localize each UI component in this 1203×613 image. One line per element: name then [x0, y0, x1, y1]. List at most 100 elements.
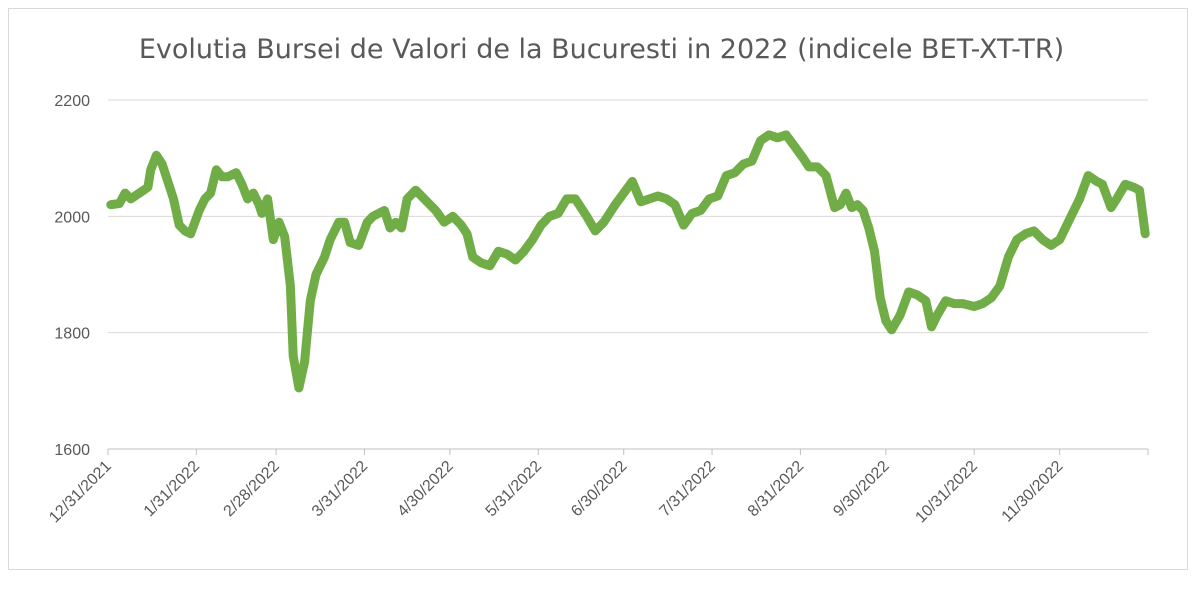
- data-point: [451, 214, 455, 218]
- x-tick-label: 12/31/2021: [46, 458, 115, 527]
- data-point: [303, 360, 307, 364]
- x-tick-label: 10/31/2022: [912, 458, 981, 527]
- data-point: [639, 200, 643, 204]
- data-point: [793, 145, 797, 149]
- data-point: [166, 179, 170, 183]
- gridlines: [108, 99, 1148, 334]
- data-point: [998, 284, 1002, 288]
- data-point: [394, 220, 398, 224]
- chart-title: Evolutia Bursei de Valori de la Bucurest…: [138, 34, 1065, 65]
- data-point: [531, 238, 535, 242]
- data-point: [314, 273, 318, 276]
- data-point: [146, 185, 150, 189]
- data-point: [422, 197, 426, 201]
- data-point: [337, 220, 341, 224]
- data-point: [944, 299, 948, 303]
- data-point: [160, 162, 164, 166]
- data-point: [844, 191, 848, 195]
- x-tick-label: 5/31/2022: [483, 458, 545, 520]
- data-point: [724, 174, 728, 178]
- x-tick-label: 8/31/2022: [745, 458, 807, 520]
- data-point: [488, 264, 492, 268]
- chart-frame: [8, 8, 1188, 570]
- data-point: [622, 191, 626, 195]
- y-axis-tick-labels: 1600 1800 2000 2200: [54, 93, 90, 459]
- data-point: [1143, 232, 1147, 236]
- data-point: [867, 226, 871, 230]
- data-point: [776, 136, 780, 140]
- data-point: [172, 197, 176, 201]
- y-tick-label: 2000: [54, 209, 90, 226]
- data-point: [1137, 188, 1141, 192]
- data-point: [924, 299, 928, 303]
- data-point: [496, 249, 500, 253]
- x-tick-label: 11/30/2022: [999, 458, 1067, 526]
- data-point: [183, 229, 187, 233]
- x-tick-label: 7/31/2022: [657, 458, 719, 520]
- data-point: [348, 241, 352, 245]
- data-point: [807, 165, 811, 169]
- data-point: [593, 229, 597, 233]
- data-point: [664, 197, 668, 201]
- data-point: [801, 156, 805, 160]
- data-point: [342, 220, 346, 224]
- data-point: [214, 168, 218, 172]
- data-point: [1086, 174, 1090, 178]
- data-point: [613, 203, 617, 207]
- data-point: [1041, 238, 1045, 242]
- data-point: [981, 302, 985, 306]
- data-point: [109, 203, 113, 207]
- data-point: [220, 175, 224, 179]
- data-point: [382, 209, 386, 213]
- data-point: [240, 182, 244, 186]
- data-point: [878, 296, 882, 300]
- data-point: [707, 197, 711, 201]
- data-point: [189, 232, 193, 236]
- x-tick-label: 6/30/2022: [568, 458, 630, 520]
- data-point: [833, 206, 837, 210]
- data-point: [357, 243, 361, 247]
- data-point: [1132, 185, 1136, 189]
- data-point: [266, 197, 270, 201]
- data-point: [149, 168, 153, 172]
- x-axis: [107, 448, 1149, 455]
- data-point: [479, 261, 483, 265]
- data-point: [733, 171, 737, 175]
- data-point: [656, 194, 660, 198]
- data-point: [1095, 179, 1099, 183]
- data-point: [872, 249, 876, 253]
- data-point: [824, 174, 828, 178]
- x-tick-label: 1/31/2022: [141, 458, 203, 520]
- data-point: [699, 209, 703, 213]
- data-point: [972, 304, 976, 308]
- data-point: [257, 203, 261, 207]
- data-point: [365, 220, 369, 224]
- data-point: [989, 296, 993, 300]
- x-tick-label: 2/28/2022: [221, 458, 283, 520]
- data-point: [647, 197, 651, 201]
- data-point: [442, 220, 446, 224]
- data-point: [741, 162, 745, 166]
- data-point: [123, 191, 127, 195]
- data-point: [716, 194, 720, 198]
- data-point: [522, 249, 526, 253]
- data-point: [630, 179, 634, 183]
- data-point: [117, 202, 121, 206]
- x-tick-label: 3/31/2022: [309, 458, 371, 520]
- data-point: [815, 165, 819, 169]
- data-point: [890, 328, 894, 332]
- data-point: [459, 223, 463, 227]
- data-point: [323, 255, 327, 259]
- data-point: [1032, 229, 1036, 233]
- data-point: [855, 203, 859, 207]
- data-point: [682, 223, 686, 227]
- data-point: [154, 153, 158, 157]
- data-point: [767, 133, 771, 137]
- data-point: [1115, 197, 1119, 201]
- series-line: [106, 130, 1150, 393]
- data-point: [850, 206, 854, 210]
- data-point: [297, 386, 301, 390]
- data-point: [283, 235, 287, 239]
- data-point: [399, 226, 403, 230]
- data-point: [251, 191, 255, 195]
